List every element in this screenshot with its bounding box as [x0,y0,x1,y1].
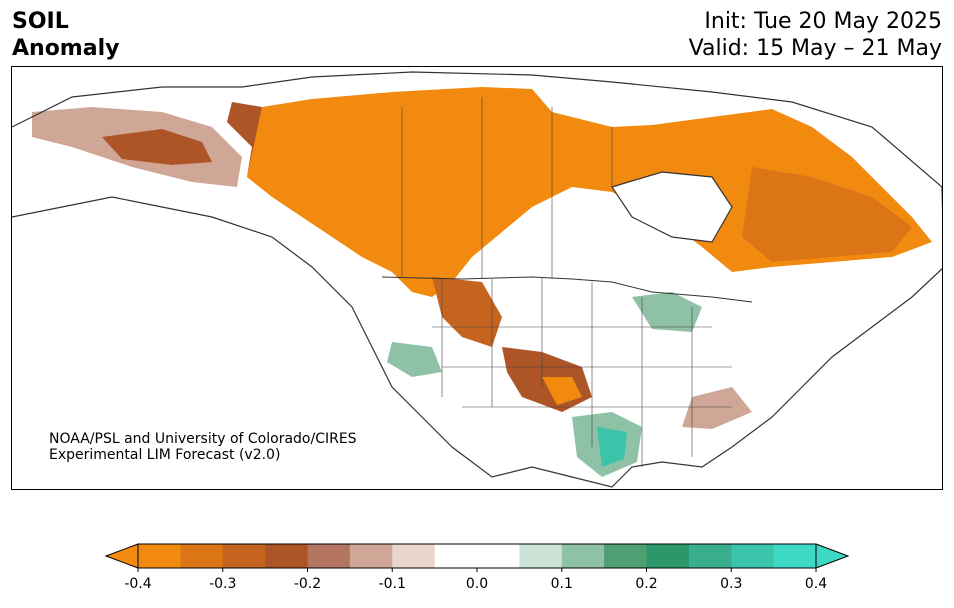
map-title: SOIL Anomaly [12,8,119,62]
colorbar-tick-label: 0.4 [804,576,828,592]
colorbar-segment [180,544,224,568]
colorbar-tick-label: 0.0 [465,576,489,592]
anomaly-canada-edge [227,102,262,177]
colorbar-tick-label: -0.2 [293,576,322,592]
colorbar-tick-label: -0.1 [378,576,406,592]
colorbar-segment [731,544,775,568]
colorbar-segment [349,544,393,568]
colorbar-tick-label: 0.1 [550,576,573,592]
anomaly-south-core [542,377,582,405]
colorbar-segment [773,544,817,568]
colorbar-segments [138,544,817,568]
colorbar-tick-label: -0.3 [209,576,237,592]
colorbar-segment [392,544,436,568]
province-lines [401,97,613,279]
map-panel: NOAA/PSL and University of Colorado/CIRE… [11,66,943,490]
colorbar-tick-label: -0.4 [124,576,152,592]
anomaly-alaska-core [102,129,212,165]
title-line-2: Anomaly [12,36,120,61]
anomaly-gulf-core [597,427,627,467]
colorbar-segment [222,544,266,568]
coastline [12,71,942,488]
colorbar-under-arrow [104,543,139,569]
colorbar-segment [138,544,181,568]
forecast-dates: Init: Tue 20 May 2025 Valid: 15 May – 21… [689,8,942,62]
colorbar-segment [307,544,351,568]
colorbar-tick-label: 0.2 [635,576,658,592]
anomaly-northeast-wet [632,292,702,332]
colorbar-ticks [137,568,817,572]
anomaly-map [12,71,942,488]
anomaly-southeast-dry [682,387,752,429]
anomaly-quebec [742,167,912,262]
colorbar-segment [688,544,732,568]
colorbar-segment [604,544,647,568]
init-date: Init: Tue 20 May 2025 [704,9,942,34]
colorbar-segment [561,544,605,568]
credit-line-2: Experimental LIM Forecast (v2.0) [49,447,281,463]
credit-line-1: NOAA/PSL and University of Colorado/CIRE… [49,431,357,447]
colorbar-segment [434,544,478,568]
anomaly-west-wet [387,342,442,377]
colorbar-segment [646,544,690,568]
colorbar-over-arrow [815,543,850,569]
anomaly-plains-dry [432,277,502,347]
state-lines [432,277,732,467]
us-canada-border [381,276,753,303]
colorbar-tick-label: 0.3 [720,576,743,592]
valid-range: Valid: 15 May – 21 May [688,36,942,61]
title-line-1: SOIL [12,9,69,34]
colorbar-segment [477,544,520,568]
credit-text: NOAA/PSL and University of Colorado/CIRE… [49,431,357,463]
colorbar-segment [519,544,563,568]
hudson-bay [611,171,733,243]
colorbar-segment [265,544,308,568]
